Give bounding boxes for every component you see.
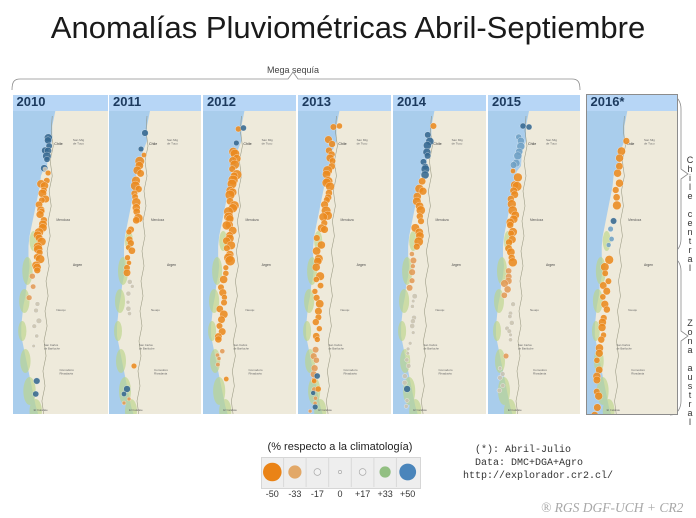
svg-text:Chile: Chile [243,142,251,146]
svg-text:de Bariloche: de Bariloche [616,346,632,350]
svg-text:Mendoza: Mendoza [530,218,543,222]
svg-text:Rivadavia: Rivadavia [248,372,262,376]
svg-text:El Calafate: El Calafate [129,408,143,412]
svg-text:Rivadavia: Rivadavia [533,372,547,376]
svg-text:Argen: Argen [452,263,461,267]
svg-text:Neuqu: Neuqu [151,308,160,312]
svg-text:Mendoza: Mendoza [151,218,164,222]
svg-text:Neuqu: Neuqu [245,308,254,312]
svg-text:Mendoza: Mendoza [340,218,353,222]
svg-text:Neuqu: Neuqu [56,308,65,312]
svg-text:El Calafate: El Calafate [413,408,427,412]
svg-text:Mendoza: Mendoza [56,218,70,222]
svg-text:de Tucu: de Tucu [262,142,273,146]
svg-text:Rivadavia: Rivadavia [438,372,452,376]
svg-text:Mendoza: Mendoza [435,218,448,222]
svg-text:de Tucu: de Tucu [357,142,368,146]
svg-text:Chile: Chile [54,142,62,146]
svg-text:Neuqu: Neuqu [628,308,637,312]
svg-text:Argen: Argen [357,263,366,267]
svg-text:Argen: Argen [167,263,176,267]
svg-text:El Calafate: El Calafate [508,408,522,412]
svg-text:de Bariloche: de Bariloche [328,347,344,351]
svg-text:de Bariloche: de Bariloche [423,347,439,351]
svg-text:Rivadavia: Rivadavia [343,372,357,376]
svg-text:El Calafate: El Calafate [33,408,47,412]
svg-text:El Calafate: El Calafate [223,408,237,412]
svg-text:El Calafate: El Calafate [318,408,332,412]
svg-text:Rivadavia: Rivadavia [631,371,644,375]
svg-text:de Tucu: de Tucu [167,142,178,146]
svg-text:de Bariloche: de Bariloche [43,347,59,351]
svg-text:Chile: Chile [433,142,441,146]
svg-text:El Calafate: El Calafate [606,408,620,412]
svg-text:Neuqu: Neuqu [435,308,444,312]
svg-text:Argen: Argen [546,263,555,267]
svg-text:Neuqu: Neuqu [340,308,349,312]
svg-text:de Tucu: de Tucu [644,141,655,145]
svg-text:Argen: Argen [262,263,271,267]
svg-text:de Bariloche: de Bariloche [233,347,249,351]
svg-text:de Bariloche: de Bariloche [518,347,534,351]
svg-text:Rivadavia: Rivadavia [154,372,168,376]
svg-text:Chile: Chile [528,142,536,146]
svg-text:de Tucu: de Tucu [452,142,463,146]
svg-text:Neuqu: Neuqu [530,308,539,312]
svg-text:Mendoza: Mendoza [628,218,641,222]
svg-text:Chile: Chile [338,142,346,146]
svg-text:de Tucu: de Tucu [72,142,83,146]
svg-text:Argen: Argen [644,263,653,267]
svg-text:Mendoza: Mendoza [245,218,258,222]
svg-text:Argen: Argen [72,263,81,267]
svg-text:de Bariloche: de Bariloche [139,347,155,351]
svg-text:de Tucu: de Tucu [546,142,557,146]
svg-text:Rivadavia: Rivadavia [59,372,73,376]
svg-text:Chile: Chile [149,142,157,146]
